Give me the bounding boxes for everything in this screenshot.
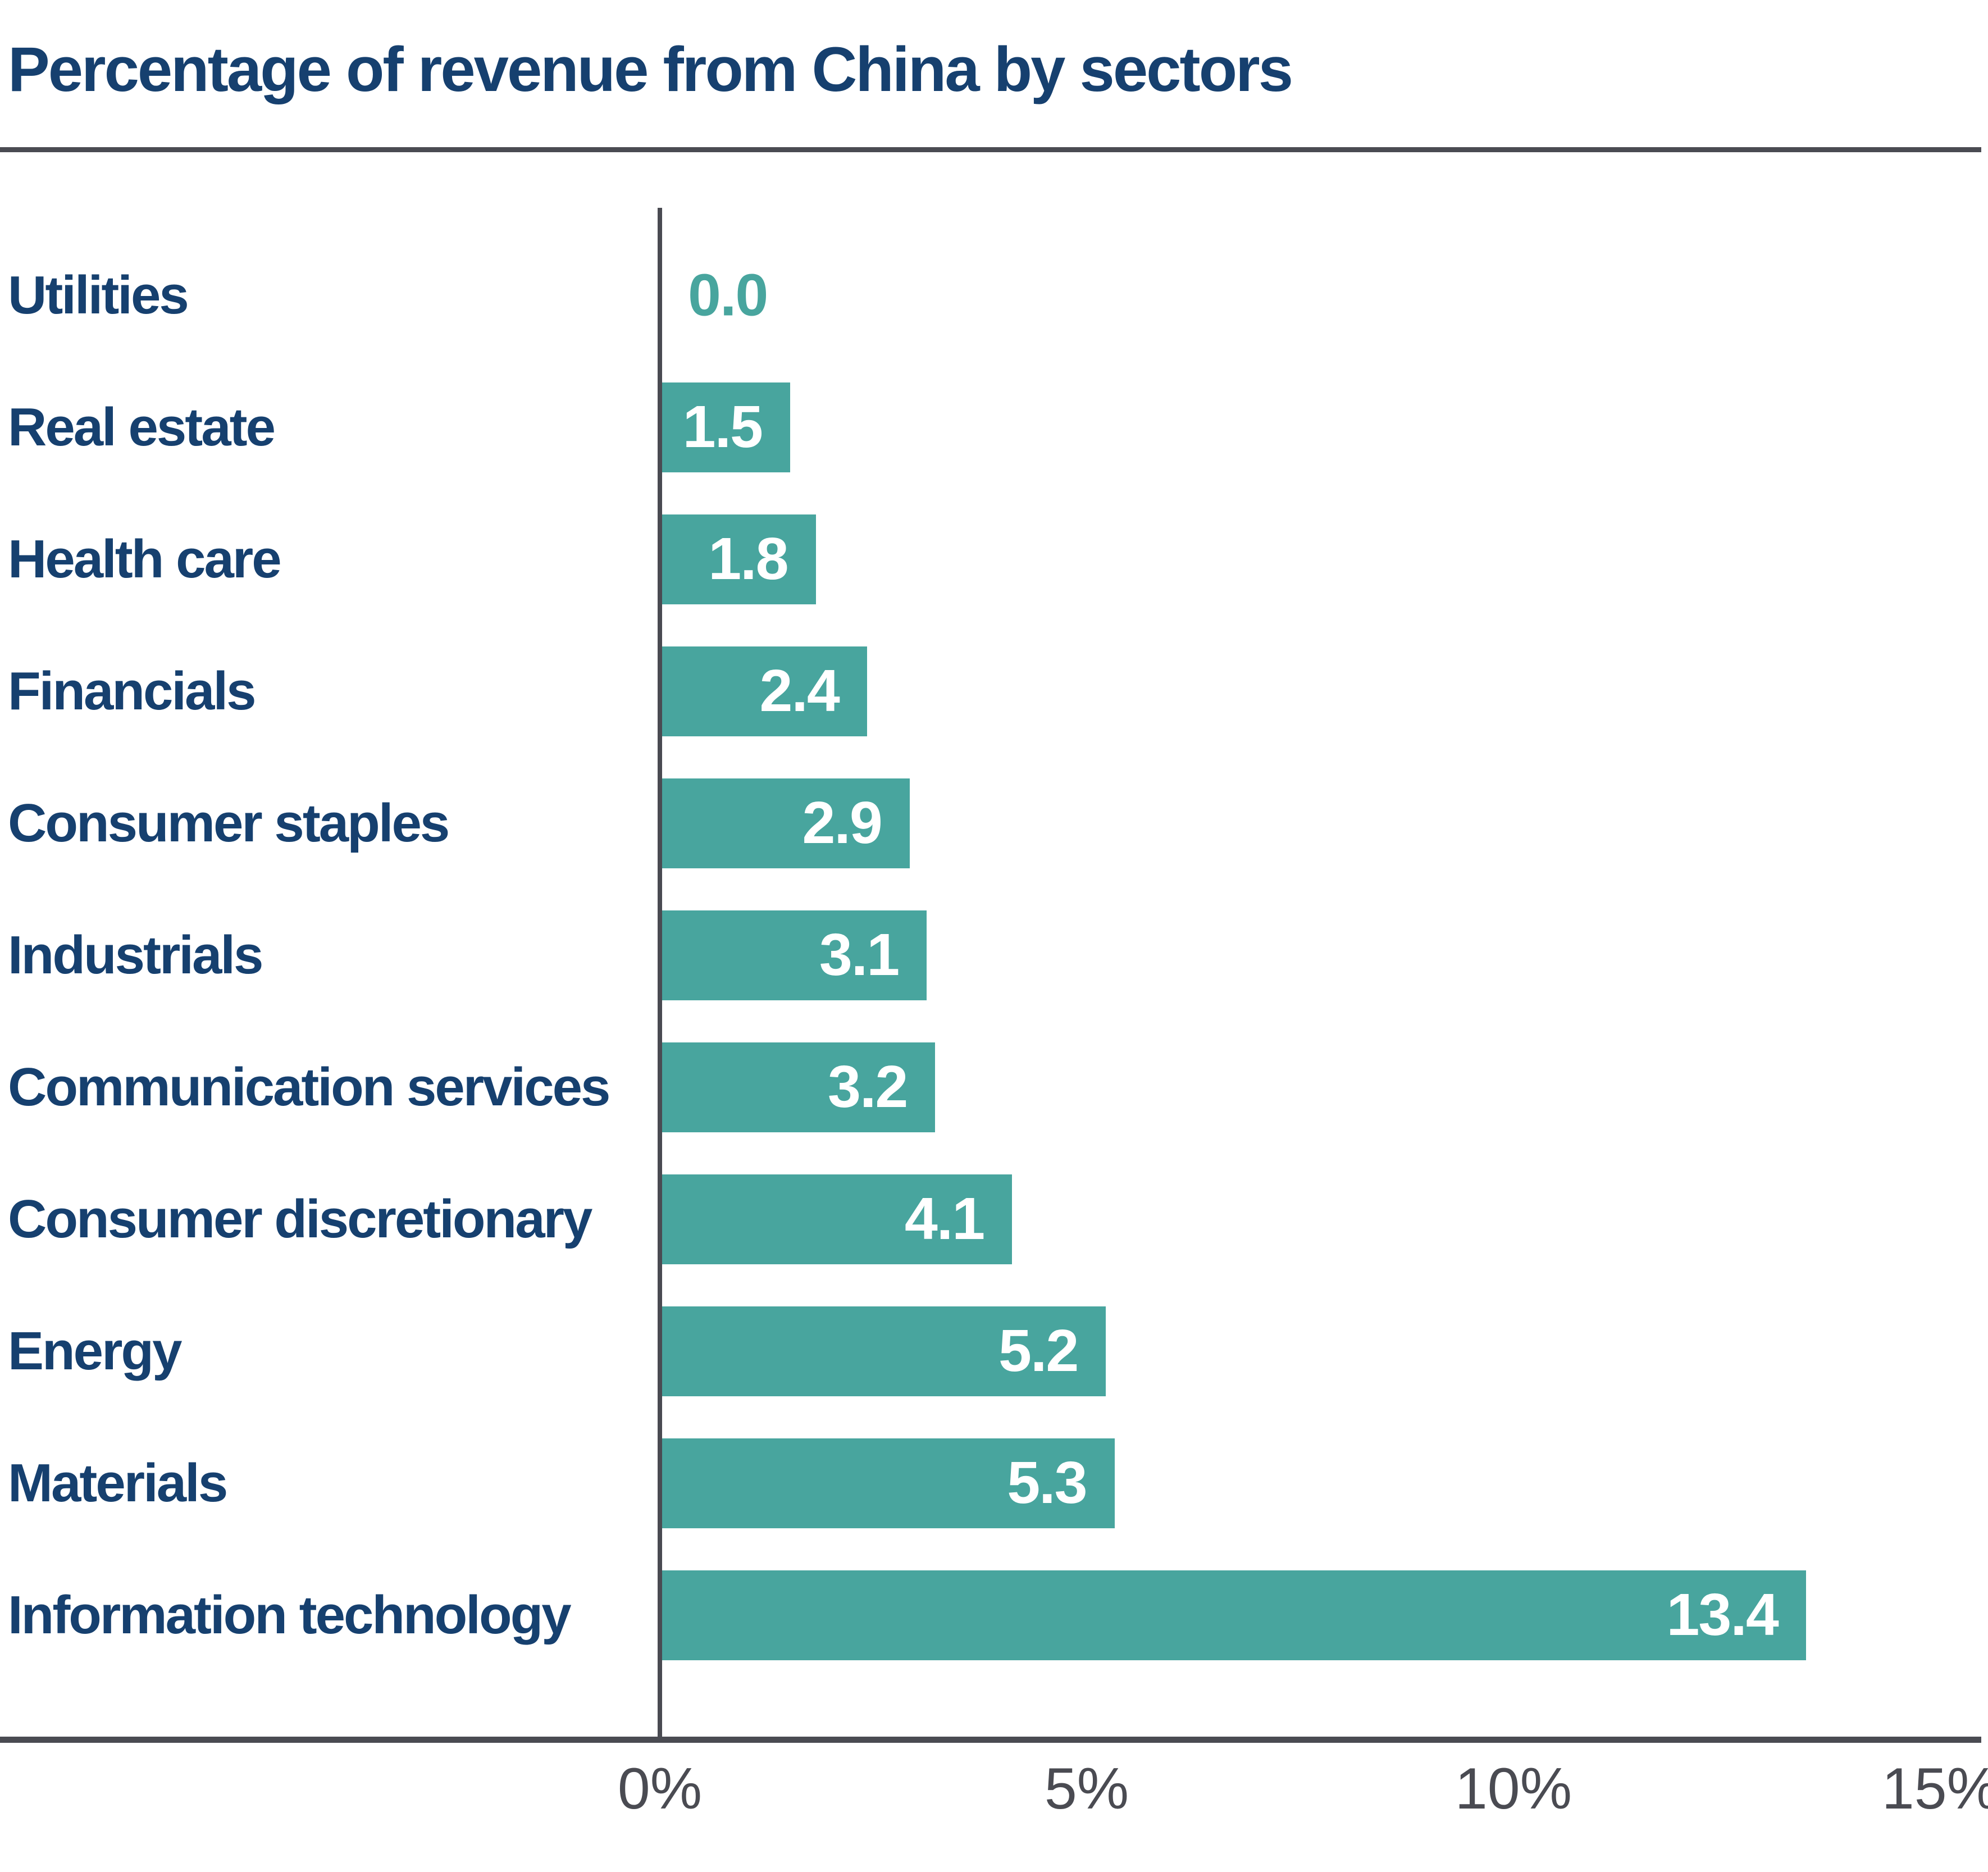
value-label: 13.4 [1666,1582,1779,1648]
value-label: 2.4 [759,658,840,724]
bar-area: 2.4 [662,646,1943,736]
bar-row: Consumer staples 2.9 [0,757,1988,889]
category-label: Health care [8,529,282,589]
category-label: Consumer discretionary [8,1188,592,1249]
x-axis-tick-label: 5% [1044,1756,1129,1821]
value-label: 2.9 [802,790,882,856]
category-label: Utilities [8,265,189,325]
value-label: 5.2 [998,1318,1079,1384]
value-label-zero: 0.0 [688,262,768,328]
bar-row: Energy 5.2 [0,1285,1988,1417]
x-axis-tick-label: 0% [617,1756,703,1821]
category-label: Communication services [8,1056,610,1117]
bar: 13.4 [662,1570,1806,1660]
bar: 1.8 [662,514,816,604]
bar: 1.5 [662,382,790,472]
value-label: 3.2 [828,1054,908,1120]
x-axis-baseline [0,1737,1981,1743]
bar: 3.2 [662,1042,936,1132]
value-label: 1.5 [682,394,763,460]
bar-row: Consumer discretionary 4.1 [0,1153,1988,1285]
bar-row: Utilities 0.0 [0,229,1988,361]
value-label: 3.1 [819,922,900,988]
bar-rows: Utilities 0.0 Real estate 1.5 Health care 1.8… [0,229,1988,1681]
value-label: 5.3 [1007,1450,1087,1516]
category-label: Financials [8,661,257,721]
bar-area: 0.0 [662,250,1943,340]
bar: 5.3 [662,1438,1115,1528]
category-label: Consumer staples [8,792,450,853]
bar-row: Real estate 1.5 [0,361,1988,493]
bar: 3.1 [662,910,927,1000]
bar-area: 1.8 [662,514,1943,604]
value-label: 1.8 [708,526,788,592]
y-axis-line [658,208,662,1742]
bar-area: 5.2 [662,1306,1943,1396]
bar-area: 1.5 [662,382,1943,472]
bar-area: 4.1 [662,1174,1943,1264]
bar-row: Communication services 3.2 [0,1021,1988,1153]
title-rule [0,147,1981,152]
value-label: 4.1 [904,1186,985,1252]
category-label: Information technology [8,1584,572,1645]
bar: 2.9 [662,778,910,868]
category-label: Energy [8,1320,182,1381]
bar-area: 2.9 [662,778,1943,868]
bar-row: Financials 2.4 [0,625,1988,757]
bar-area: 3.1 [662,910,1943,1000]
x-axis-ticks: 0% 5% 10% 15% [618,1756,1988,1829]
bar-area: 5.3 [662,1438,1943,1528]
bar-row: Health care 1.8 [0,493,1988,625]
bar: 4.1 [662,1174,1013,1264]
category-label: Real estate [8,397,276,457]
x-axis-tick-label: 10% [1454,1756,1572,1821]
bar-row: Industrials 3.1 [0,889,1988,1021]
category-label: Materials [8,1452,228,1513]
bar-area: 13.4 [662,1570,1943,1660]
x-axis-tick-label: 15% [1881,1756,1988,1821]
bar: 2.4 [662,646,867,736]
bar: 5.2 [662,1306,1106,1396]
category-label: Industrials [8,924,263,985]
bar-area: 3.2 [662,1042,1943,1132]
bar-row: Materials 5.3 [0,1417,1988,1549]
bar-row: Information technology 13.4 [0,1549,1988,1681]
chart-title: Percentage of revenue from China by sect… [8,34,1293,104]
